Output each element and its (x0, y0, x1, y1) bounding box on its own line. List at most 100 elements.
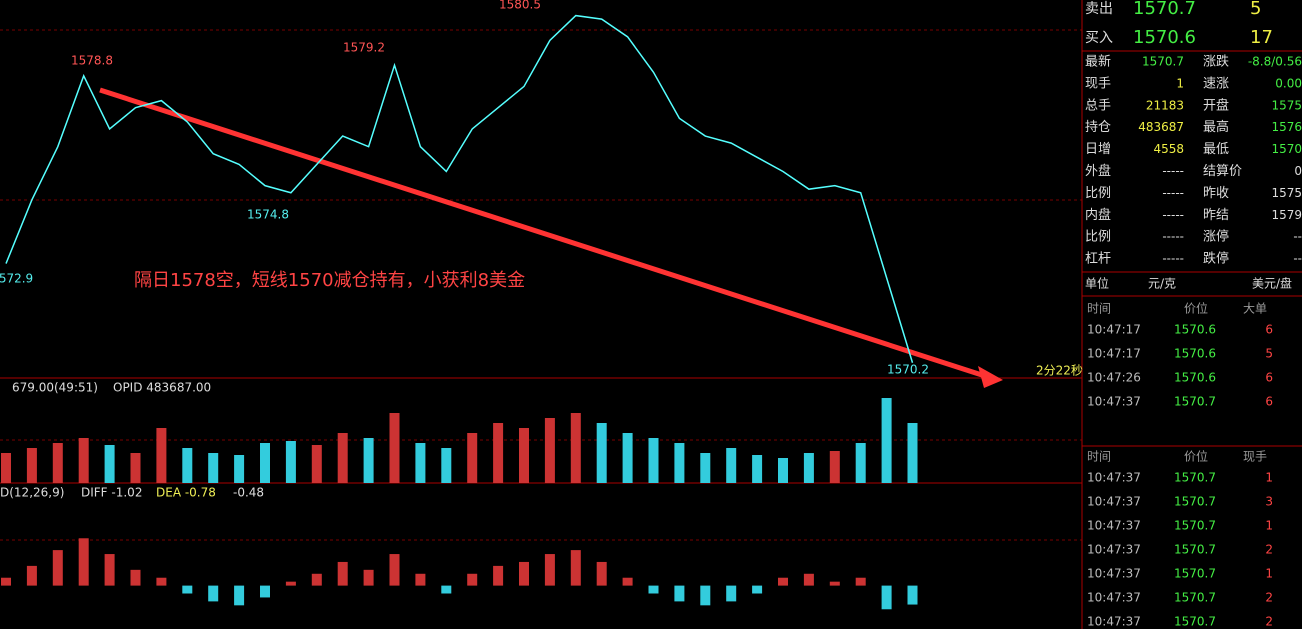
price: 1570.6 (1174, 323, 1216, 337)
quote-qty: 17 (1250, 27, 1273, 48)
price: 1570.7 (1174, 567, 1216, 581)
qty: 1 (1265, 567, 1273, 581)
volume-bar (674, 443, 685, 483)
macd-bar (700, 585, 711, 606)
stat-value: ----- (1162, 186, 1184, 200)
volume-bar (519, 428, 529, 483)
price: 1570.7 (1174, 495, 1216, 509)
time: 10:47:37 (1087, 395, 1141, 409)
volume-bar (570, 413, 581, 483)
time: 10:47:37 (1087, 543, 1141, 557)
time: 10:47:37 (1087, 591, 1141, 605)
volume-bar (52, 443, 63, 483)
macd-bar (907, 585, 918, 605)
volume-bar (778, 458, 788, 483)
volume-bar (234, 455, 245, 483)
volume-bar (363, 438, 374, 483)
macd-bar (260, 585, 270, 598)
volume-bar (596, 423, 607, 483)
qty: 2 (1265, 543, 1273, 557)
price: 1570.7 (1174, 395, 1216, 409)
price-label: 1579.2 (343, 41, 385, 55)
volume-bar (544, 418, 555, 483)
stat-value: 1576 (1271, 120, 1302, 134)
stat-value: 4558 (1153, 142, 1184, 156)
stat-label: 涨跌 (1203, 54, 1229, 70)
stat-label: 外盘 (1085, 163, 1111, 179)
time: 10:47:37 (1087, 567, 1141, 581)
macd-bar (52, 550, 63, 586)
macd-bar (570, 550, 581, 586)
macd-bar (519, 561, 529, 586)
macd-bar (182, 585, 193, 594)
volume-bar (78, 438, 89, 483)
stat-value: 1570.7 (1142, 55, 1184, 69)
time: 10:47:17 (1087, 323, 1141, 337)
stat-label: 最低 (1203, 142, 1229, 157)
macd-bar (648, 585, 659, 594)
stat-value: ----- (1162, 252, 1184, 266)
time: 10:47:17 (1087, 347, 1141, 361)
stat-value: 483687 (1138, 120, 1184, 134)
table-header: 现手 (1243, 450, 1267, 464)
table-header: 时间 (1087, 302, 1111, 316)
price-line (5, 14, 914, 363)
qty: 2 (1265, 591, 1273, 605)
macd-bar (26, 565, 37, 586)
volume-bar (182, 448, 193, 483)
macd-header: -0.48 (233, 486, 264, 500)
macd-bar (622, 577, 633, 586)
unit[interactable]: 美元/盘 (1252, 276, 1292, 291)
stat-value: 1575 (1271, 186, 1302, 200)
table-header: 时间 (1087, 450, 1111, 464)
price-label: 1580.5 (499, 0, 541, 12)
stat-label: 杠杆 (1085, 251, 1111, 267)
annotation: 隔日1578空，短线1570减仓持有，小获利8美金 (134, 270, 525, 291)
macd-bar (441, 585, 452, 594)
volume-bar (441, 448, 452, 483)
volume-bar (311, 445, 322, 483)
qty: 1 (1265, 471, 1273, 485)
volume-bar (855, 443, 866, 483)
stat-label: 昨收 (1203, 186, 1229, 201)
arrow (99, 87, 986, 379)
qty: 6 (1265, 323, 1273, 337)
macd-bar (467, 573, 478, 586)
time: 10:47:37 (1087, 615, 1141, 629)
volume-bar (881, 398, 892, 483)
stat-label: 速涨 (1203, 76, 1229, 91)
volume-bar (467, 433, 478, 483)
volume-bar (104, 445, 115, 483)
price: 1570.6 (1174, 371, 1216, 385)
volume-bar (285, 441, 296, 483)
macd-bar (596, 561, 607, 586)
stat-label: 持仓 (1085, 120, 1111, 135)
macd-bar (363, 569, 374, 586)
qty: 5 (1265, 347, 1273, 361)
macd-bar (855, 577, 866, 586)
quote-label: 买入 (1085, 30, 1113, 46)
stat-label: 现手 (1085, 76, 1111, 91)
price: 1570.6 (1174, 347, 1216, 361)
macd-bar (544, 554, 555, 586)
macd-bar (104, 554, 115, 586)
stat-label: 比例 (1085, 230, 1111, 245)
table-header: 价位 (1184, 449, 1208, 464)
macd-bar (415, 573, 426, 586)
stat-value: ----- (1162, 164, 1184, 178)
volume-bar (130, 453, 141, 483)
macd-bar (881, 585, 892, 610)
volume-bar (337, 433, 348, 483)
volume-bar (1, 453, 11, 483)
macd-bar (285, 581, 296, 586)
volume-bar (726, 448, 737, 483)
macd-bar (1, 577, 11, 586)
quote-price: 1570.7 (1133, 0, 1196, 19)
stat-value: -- (1293, 252, 1302, 266)
stat-label: 最高 (1203, 119, 1229, 135)
volume-bar (493, 423, 504, 483)
table-header: 大单 (1243, 302, 1267, 316)
stat-value: 1 (1176, 76, 1184, 90)
stat-label: 最新 (1085, 54, 1111, 70)
macd-bar (674, 585, 685, 602)
